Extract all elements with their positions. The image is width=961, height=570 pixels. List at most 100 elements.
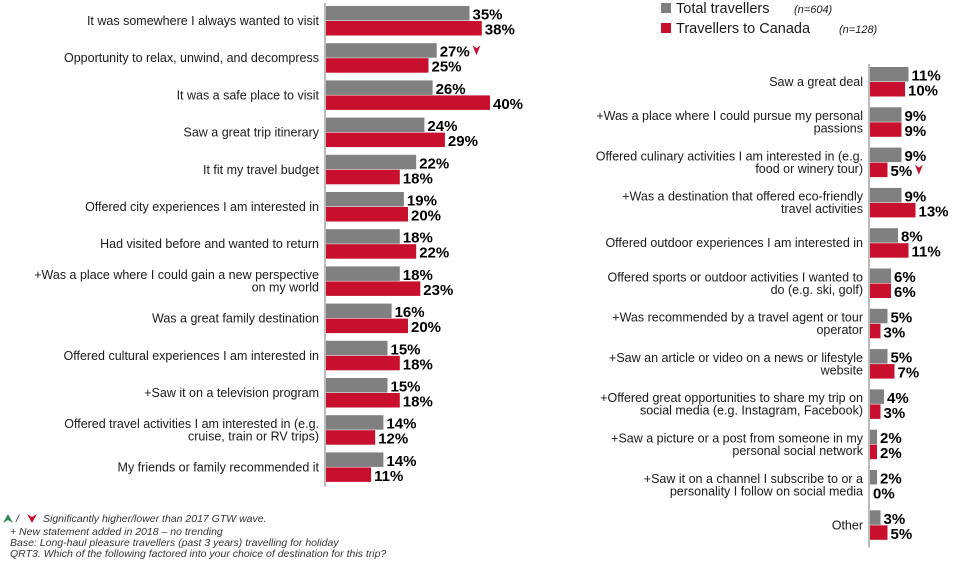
bar-canada [870,283,891,298]
value-label-canada: 11% [374,468,403,485]
bar-canada [870,444,877,460]
footnote-significance: Significantly higher/lower than 2017 GTW… [43,513,267,525]
value-label-canada: 18% [403,356,433,373]
right-chart: Saw a great deal 11%10%+Was a place where… [596,64,949,548]
value-label-canada: 3% [884,405,906,422]
up-arrow-icon [3,514,13,523]
value-label-total: 18% [403,267,433,284]
category-label: Saw a great deal [769,75,863,89]
bar-total [326,117,425,133]
value-label-total: 4% [887,390,909,407]
significantly-lower-icon [914,164,923,175]
value-label-canada: 20% [411,208,441,225]
legend-n-canada: (n=128) [839,24,878,36]
category-label: +Was a place where I could pursue my per… [596,109,863,136]
bar-total [326,266,400,281]
bar-total [870,349,888,364]
bar-total [870,308,888,324]
bar-canada [326,244,417,259]
value-label-total: 22% [419,155,449,172]
value-label-canada: 9% [905,123,927,140]
footnote-new-statement: + New statement added in 2018 – no trend… [10,526,223,538]
value-label-canada: 20% [411,319,441,336]
category-label: +Was recommended by a travel agent or to… [612,311,863,338]
bar-total [326,229,400,244]
value-label-total: 27% [440,44,470,61]
footnote-sig-separator: / [15,513,20,525]
category-label: Opportunity to relax, unwind, and decomp… [64,51,319,65]
value-label-canada: 7% [898,365,920,382]
value-label-canada: 40% [493,96,523,113]
value-label-total: 5% [891,350,913,367]
category-label: +Saw it on a television program [144,386,319,400]
bar-total [870,67,909,82]
value-label-total: 16% [395,304,425,321]
value-label-total: 24% [427,118,457,135]
bar-total [326,340,388,356]
value-label-total: 18% [403,230,433,247]
category-label: It was somewhere I always wanted to visi… [87,14,320,28]
bar-total [326,6,470,21]
footnote-question: QRT3. Which of the following factored in… [10,548,386,560]
category-label: My friends or family recommended it [118,460,320,474]
left-chart: It was somewhere I always wanted to visi… [34,3,523,487]
significantly-lower-icon [472,45,481,56]
value-label-total: 2% [880,430,902,447]
value-label-canada: 29% [448,133,478,150]
value-label-total: 8% [901,229,923,246]
category-label: It was a safe place to visit [177,88,320,102]
bar-total [870,268,891,283]
value-label-total: 14% [386,416,416,433]
category-label: +Saw it on a channel I subscribe to or a… [644,472,863,499]
footnote-base: Base: Long-haul pleasure travellers (pas… [10,537,339,549]
value-label-total: 11% [912,68,941,85]
bar-canada [870,323,881,339]
value-label-total: 15% [391,379,421,396]
bar-canada [870,243,909,258]
value-label-total: 9% [905,188,927,205]
bar-canada [870,82,905,97]
category-label: It fit my travel budget [203,163,320,177]
bar-total [326,303,392,319]
bar-canada [326,281,421,296]
bar-total [326,43,437,58]
category-label: Offered cultural experiences I am intere… [64,349,320,363]
value-label-canada: 10% [908,83,938,100]
bar-total [326,192,404,207]
bar-total [326,415,384,430]
category-label: +Was a place where I could gain a new pe… [34,268,319,295]
value-label-total: 14% [386,453,416,470]
value-label-canada: 12% [378,431,408,448]
value-label-total: 5% [891,309,913,326]
bar-total [870,147,902,163]
bar-total [870,107,902,122]
bar-canada [326,355,400,371]
value-label-canada: 18% [403,170,433,187]
value-label-canada: 18% [403,394,433,411]
bar-canada [326,318,408,334]
category-label: Other [832,518,863,532]
bar-canada [870,122,902,137]
value-label-canada: 3% [884,324,906,341]
bar-canada [870,364,895,379]
legend-label-total: Total travellers [676,1,769,17]
legend-swatch-total [661,3,671,13]
legend-n-total: (n=604) [794,4,833,16]
category-label: Offered city experiences I am interested… [85,200,319,214]
value-label-canada: 11% [912,244,941,261]
value-label-canada: 25% [432,59,462,76]
bar-canada [326,207,408,222]
category-label: Offered travel activities I am intereste… [64,417,319,444]
category-label: +Saw a picture or a post from someone in… [611,431,864,458]
value-label-canada: 38% [485,22,515,39]
category-label: Offered culinary activities I am interes… [596,149,863,176]
category-label: Was a great family destination [152,312,319,326]
value-label-canada: 5% [891,526,913,543]
bar-total [326,80,433,95]
category-label: +Offered great opportunities to share my… [600,391,863,418]
value-label-canada: 23% [423,282,453,299]
value-label-total: 9% [905,148,927,165]
bar-canada [326,58,429,73]
bar-canada [326,430,376,445]
bar-total [870,429,877,445]
